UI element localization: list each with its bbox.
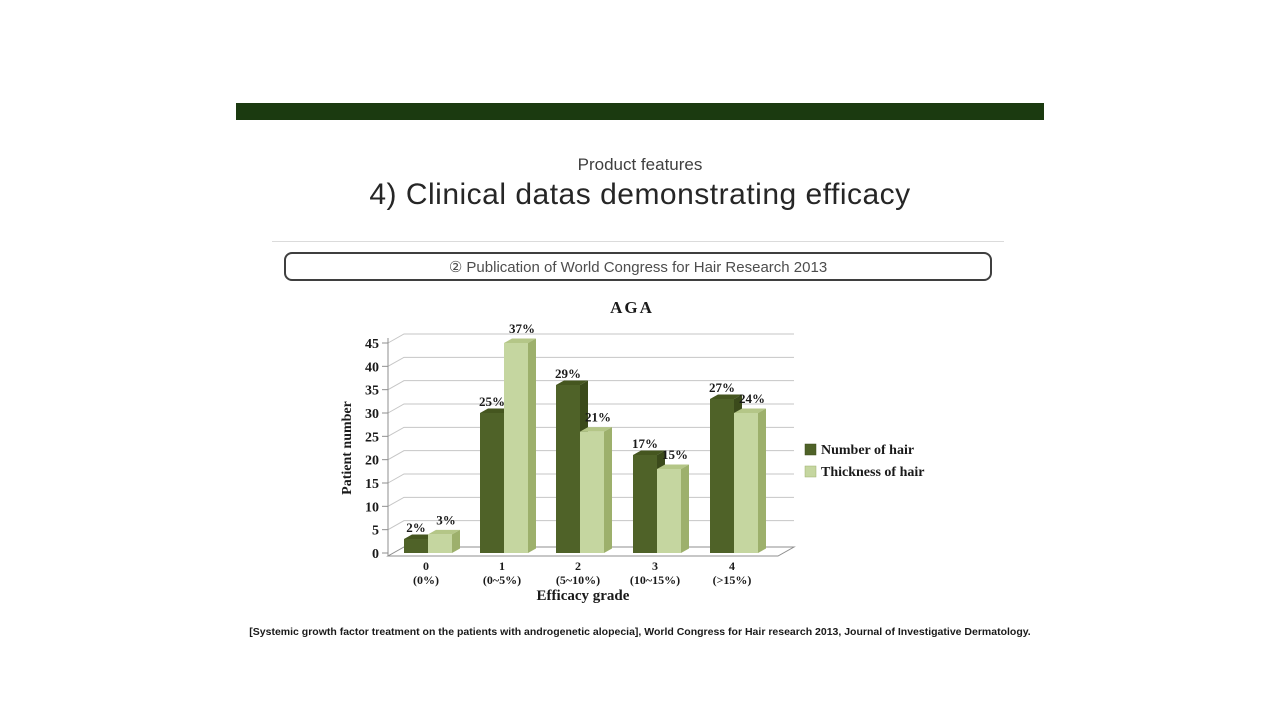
y-axis (382, 338, 389, 556)
citation-text: [Systemic growth factor treatment on the… (249, 626, 1031, 638)
efficacy-bar-chart: 2% 3% 25% 37% 29% 21% 17% 15% 27% 24% 0 5 10 15 20 25 30… (330, 292, 1010, 622)
svg-text:30: 30 (365, 407, 379, 422)
svg-text:(>15%): (>15%) (713, 573, 752, 587)
svg-text:15: 15 (365, 477, 379, 492)
value-label-series2: 3% (436, 512, 456, 527)
svg-text:0: 0 (372, 547, 379, 562)
publication-callout: ② Publication of World Congress for Hair… (284, 252, 992, 281)
value-label-series1: 2% (406, 520, 426, 535)
publication-callout-text: ② Publication of World Congress for Hair… (448, 258, 828, 276)
content-top-divider (272, 241, 1004, 242)
svg-text:10: 10 (365, 500, 379, 515)
bar-group-2 (556, 380, 612, 553)
efficacy-bar-chart-svg: 2%3%25%37%29%21%17%15%27%24%051015202530… (340, 298, 924, 604)
svg-text:45: 45 (365, 337, 379, 352)
svg-text:3: 3 (652, 559, 658, 573)
svg-text:25: 25 (365, 430, 379, 445)
svg-text:(0~5%): (0~5%) (483, 573, 521, 587)
svg-text:1: 1 (499, 559, 505, 573)
value-label-series2: 15% (662, 447, 688, 462)
x-category-labels: 0(0%) 1(0~5%) 2(5~10%) 3(10~15%) 4(>15%) (413, 559, 751, 587)
svg-text:35: 35 (365, 384, 379, 399)
bar-group-0 (404, 529, 460, 553)
bar-value-labels: 2% 3% 25% 37% 29% 21% 17% 15% 27% 24% (406, 321, 765, 535)
svg-text:(5~10%): (5~10%) (556, 573, 600, 587)
value-label-series1: 29% (555, 366, 581, 381)
svg-text:20: 20 (365, 454, 379, 469)
y-axis-label: Patient number (340, 401, 355, 495)
svg-text:5: 5 (372, 524, 379, 539)
slide-title: 4) Clinical datas demonstrating efficacy (369, 178, 911, 211)
svg-text:0: 0 (423, 559, 429, 573)
value-label-series1: 27% (709, 380, 735, 395)
value-label-series2: 24% (739, 391, 765, 406)
legend-swatch (804, 443, 817, 456)
x-axis-label: Efficacy grade (537, 588, 630, 604)
gridlines (387, 333, 794, 531)
svg-text:4: 4 (729, 559, 735, 573)
value-label-series2: 21% (585, 410, 611, 425)
bar-group-1 (480, 338, 536, 553)
slide-subtitle: Product features (577, 155, 703, 174)
bar-group-4 (710, 394, 766, 553)
svg-text:(0%): (0%) (413, 573, 439, 587)
chart-legend: Number of hair Thickness of hair (804, 443, 924, 480)
svg-text:40: 40 (365, 360, 379, 375)
svg-text:(10~15%): (10~15%) (630, 573, 680, 587)
legend-swatch (804, 465, 817, 478)
legend-label: Number of hair (821, 443, 914, 458)
svg-text:2: 2 (575, 559, 581, 573)
legend-label: Thickness of hair (821, 465, 924, 480)
chart-title: AGA (610, 298, 654, 317)
value-label-series1: 25% (479, 394, 505, 409)
bar-group-3 (633, 450, 689, 553)
value-label-series2: 37% (509, 321, 535, 336)
bar-groups (404, 338, 766, 553)
header-accent-bar (236, 103, 1044, 120)
y-tick-labels: 0 5 10 15 20 25 30 35 40 45 (365, 337, 379, 562)
value-label-series1: 17% (632, 436, 658, 451)
